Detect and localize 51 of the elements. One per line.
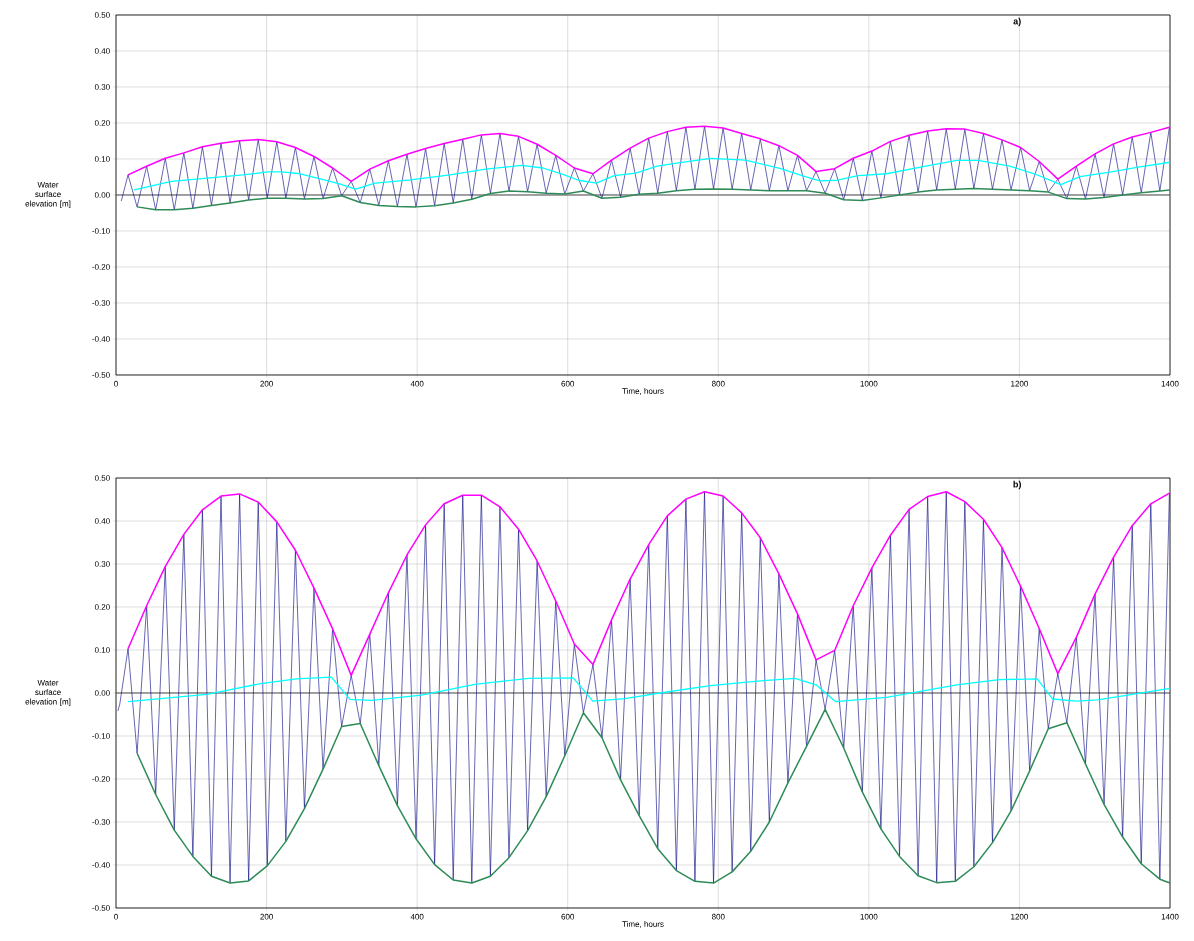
line-series — [127, 676, 1171, 703]
x-tick-label: 600 — [561, 380, 575, 387]
y-tick-label: -0.20 — [92, 776, 110, 782]
x-tick-label: 1200 — [1011, 913, 1029, 920]
y-axis-title: Water surface elevation [m] — [25, 679, 71, 707]
line-series — [120, 125, 1170, 211]
x-tick-label: 1200 — [1011, 380, 1029, 387]
x-tick-label: 400 — [410, 913, 424, 920]
y-tick-label: -0.40 — [92, 862, 110, 868]
y-tick-label: 0.20 — [94, 120, 110, 126]
x-tick-label: 400 — [410, 380, 424, 387]
y-tick-label: 0.40 — [94, 48, 110, 54]
chart-title: b) — [1013, 480, 1021, 490]
x-axis-title: Time, hours — [622, 921, 664, 928]
x-tick-label: 0 — [114, 380, 118, 387]
y-tick-label: 0.40 — [94, 518, 110, 524]
x-tick-label: 1400 — [1161, 913, 1179, 920]
y-tick-label: 0.20 — [94, 604, 110, 610]
y-tick-label: -0.50 — [92, 905, 110, 911]
y-tick-label: 0.30 — [94, 84, 110, 90]
y-tick-label: 0.10 — [94, 156, 110, 162]
y-axis-title: Water surface elevation [m] — [25, 181, 71, 209]
line-series — [133, 157, 1171, 191]
x-tick-label: 600 — [561, 913, 575, 920]
x-tick-label: 1000 — [860, 380, 878, 387]
y-tick-label: 0.30 — [94, 561, 110, 567]
y-tick-label: 0.50 — [94, 12, 110, 18]
line-series — [127, 125, 1171, 183]
y-tick-label: -0.10 — [92, 733, 110, 739]
x-tick-label: 800 — [711, 913, 725, 920]
x-axis-title: Time, hours — [622, 388, 664, 395]
y-tick-label: -0.10 — [92, 228, 110, 234]
line-series — [136, 708, 1171, 884]
chart-title: a) — [1013, 17, 1021, 27]
x-tick-label: 1000 — [860, 913, 878, 920]
y-tick-label: 0.50 — [94, 475, 110, 481]
line-series — [127, 491, 1171, 677]
y-tick-label: 0.00 — [94, 690, 110, 696]
x-tick-label: 0 — [114, 913, 118, 920]
y-tick-label: -0.20 — [92, 264, 110, 270]
x-tick-label: 200 — [260, 380, 273, 387]
y-tick-label: -0.30 — [92, 819, 110, 825]
y-tick-label: -0.40 — [92, 336, 110, 342]
y-tick-label: 0.10 — [94, 647, 110, 653]
line-series — [117, 491, 1170, 884]
y-tick-label: -0.50 — [92, 372, 110, 378]
x-tick-label: 200 — [260, 913, 273, 920]
y-tick-label: -0.30 — [92, 300, 110, 306]
x-tick-label: 1400 — [1161, 380, 1179, 387]
y-tick-label: 0.00 — [94, 192, 110, 198]
x-tick-label: 800 — [711, 380, 725, 387]
